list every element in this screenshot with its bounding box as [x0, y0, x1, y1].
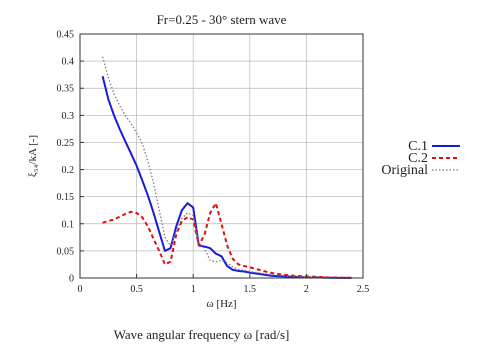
x-tick-label: 2 — [304, 284, 309, 295]
series-line-c-2 — [102, 202, 352, 279]
chart-title: Fr=0.25 - 30° stern wave — [157, 12, 287, 27]
y-tick-label: 0.3 — [62, 111, 75, 122]
grid — [79, 33, 364, 279]
y-tick-label: 0.45 — [57, 30, 75, 41]
series-line-original — [102, 56, 352, 279]
y-tick-label: 0.05 — [57, 246, 75, 257]
x-axis-label: ω [Hz] — [206, 298, 236, 310]
y-tick-label: 0.15 — [57, 192, 75, 203]
y-axis-label: ξ₅₄/kA [-] — [27, 135, 39, 177]
y-tick-label: 0.1 — [62, 219, 75, 230]
x-tick-label: 0 — [78, 284, 83, 295]
legend-label: C.2 — [408, 151, 428, 166]
figure-caption: Wave angular frequency ω [rad/s] — [114, 327, 290, 342]
legend-label: Original — [381, 163, 428, 178]
y-tick-label: 0 — [69, 274, 74, 285]
y-tick-label: 0.35 — [57, 84, 75, 95]
x-tick-label: 1 — [191, 284, 196, 295]
x-tick-label: 0.5 — [130, 284, 143, 295]
y-tick-label: 0.25 — [57, 138, 75, 149]
plot-frame — [79, 33, 364, 279]
y-tick-label: 0.4 — [62, 57, 75, 68]
ticks: 0 0.5 1 1.5 2 2.5 0 0.05 0.1 0.15 0.2 0.25 0.3 0.35 0.… — [57, 30, 370, 296]
series-line-c-1 — [101, 76, 352, 279]
series-layer — [101, 56, 352, 279]
x-tick-label: 2.5 — [357, 284, 370, 295]
legend-label: C.1 — [408, 139, 428, 154]
y-tick-label: 0.2 — [62, 165, 75, 176]
x-tick-label: 1.5 — [244, 284, 257, 295]
